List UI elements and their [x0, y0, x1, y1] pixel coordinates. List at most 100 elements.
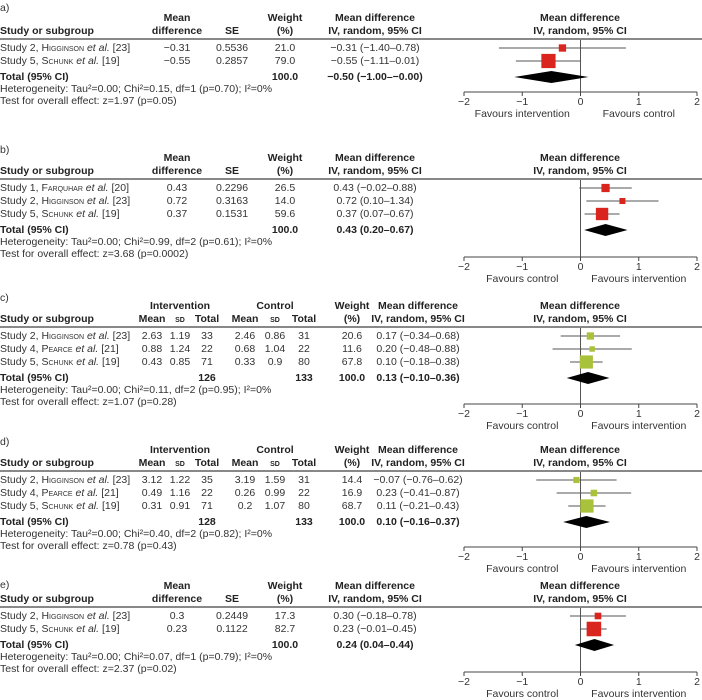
header-study: Study or subgroup [0, 25, 94, 37]
x-tick-label: −1 [516, 261, 529, 273]
cell-md: 0.3 [169, 610, 185, 622]
cell-int-sd: 0.91 [169, 500, 191, 512]
header-mean: Mean [231, 313, 259, 325]
header-md: Mean [163, 580, 191, 592]
cell-ci: 0.11 (−0.21–0.43) [376, 500, 460, 512]
header-se: SE [224, 165, 240, 177]
study-name: Study 5, Schunk et al. [19] [0, 623, 119, 635]
header-ci: Mean difference [378, 300, 458, 312]
x-tick-label: 1 [635, 676, 642, 688]
favours-left-label: Favours control [486, 273, 559, 285]
x-tick-label: −1 [516, 676, 529, 688]
cell-int-total: 71 [201, 356, 213, 368]
pooled-diamond [514, 71, 589, 83]
header-ci: IV, random, 95% CI [328, 593, 422, 605]
plot-header: IV, random, 95% CI [533, 313, 627, 325]
study-author: Schunk [41, 208, 74, 220]
cell-ci: 0.72 (0.10–1.34) [336, 195, 414, 207]
cell-ctl-total: 31 [298, 330, 310, 342]
study-name: Study 4, Pearce et al. [21] [0, 487, 119, 499]
header-weight: Weight [267, 580, 303, 592]
cell-ctl-mean: 0.2 [237, 500, 253, 512]
overall-effect-text: Test for overall effect: z=1.07 (p=0.28) [0, 396, 177, 408]
cell-int-sd: 0.85 [169, 356, 191, 368]
study-author: Pearce [41, 343, 73, 355]
x-tick-label: 1 [635, 261, 642, 273]
x-tick-label: 2 [694, 676, 700, 688]
x-tick-label: −1 [516, 551, 529, 563]
header-study: Study or subgroup [0, 593, 94, 605]
x-tick-label: 1 [635, 96, 642, 108]
cell-int-total: 22 [201, 487, 213, 499]
x-tick-label: 2 [694, 551, 700, 563]
header-total: Total [291, 457, 317, 469]
header-intervention: Intervention [149, 300, 211, 312]
study-name: Study 2, Higginson et al. [23] [0, 330, 130, 342]
cell-se: 0.2296 [215, 182, 249, 194]
plot-header: Mean difference [540, 444, 620, 456]
header-ci: IV, random, 95% CI [371, 457, 465, 469]
cell-ctl-sd: 0.86 [264, 330, 286, 342]
header-rule [0, 38, 702, 40]
cell-ctl-total: 22 [298, 343, 310, 355]
heterogeneity-text: Heterogeneity: Tau²=0.00; Chi²=0.15, df=… [0, 83, 273, 95]
total-ci: 0.13 (−0.10–0.36) [376, 372, 460, 384]
total-intervention: 126 [198, 372, 216, 384]
cell-int-total: 71 [201, 500, 213, 512]
favours-left-label: Favours control [486, 563, 559, 575]
favours-right-label: Favours intervention [591, 688, 687, 700]
x-tick-label: 1 [635, 408, 642, 420]
header-ci: Mean difference [378, 444, 458, 456]
cell-weight: 59.6 [274, 208, 296, 220]
x-tick-label: 0 [577, 96, 584, 108]
cell-ctl-mean: 0.26 [234, 487, 256, 499]
total-weight: 100.0 [338, 516, 366, 528]
cell-int-sd: 1.19 [169, 330, 191, 342]
header-weight: (%) [343, 313, 361, 325]
plot-header: Mean difference [540, 152, 620, 164]
cell-ci: 0.17 (−0.34–0.68) [376, 330, 460, 342]
cell-ctl-mean: 3.19 [234, 474, 256, 486]
cell-int-sd: 1.24 [169, 343, 191, 355]
pooled-diamond [563, 516, 611, 528]
header-total: Total [194, 313, 220, 325]
total-weight: 100.0 [271, 71, 299, 83]
header-sd: sd [175, 457, 185, 469]
x-tick-label: 0 [577, 408, 584, 420]
study-author: Schunk [41, 356, 74, 368]
x-tick-label: −1 [516, 96, 529, 108]
study-author: Schunk [41, 623, 74, 635]
study-number: Study 5, [0, 500, 39, 512]
study-ref: [20] [111, 182, 129, 194]
x-tick-label: −2 [458, 551, 470, 563]
header-mean: Mean [231, 457, 259, 469]
total-label: Total (95% CI) [0, 71, 69, 83]
total-control: 133 [295, 372, 313, 384]
favours-right-label: Favours intervention [591, 563, 687, 575]
cell-int-mean: 0.31 [141, 500, 163, 512]
cell-ctl-sd: 0.99 [264, 487, 286, 499]
study-author: Schunk [41, 55, 74, 67]
study-ref: [23] [112, 195, 131, 207]
pooled-diamond [566, 372, 610, 384]
cell-md: 0.23 [166, 623, 188, 635]
study-number: Study 2, [0, 610, 39, 622]
cell-ci: 0.10 (−0.18–0.38) [376, 356, 460, 368]
study-ref: [19] [101, 500, 120, 512]
study-etal: et al. [76, 623, 100, 635]
study-ref: [19] [101, 55, 120, 67]
header-weight: (%) [276, 593, 294, 605]
header-rule [0, 326, 702, 328]
study-author: Higginson [41, 195, 85, 207]
header-ci: IV, random, 95% CI [328, 165, 422, 177]
cell-int-mean: 0.88 [141, 343, 163, 355]
study-ref: [19] [101, 356, 120, 368]
header-weight: Weight [267, 152, 303, 164]
cell-ci: 0.30 (−0.18–0.78) [333, 610, 417, 622]
header-weight: (%) [343, 457, 361, 469]
cell-se: 0.2857 [215, 55, 249, 67]
x-tick-label: −2 [458, 408, 470, 420]
pooled-diamond [574, 639, 615, 651]
study-etal: et al. [86, 330, 110, 342]
